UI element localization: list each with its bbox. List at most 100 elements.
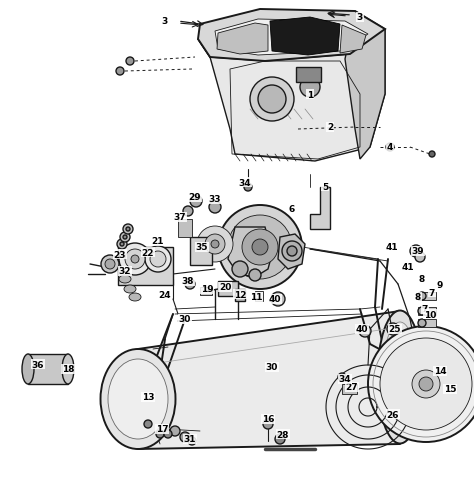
Circle shape — [271, 292, 285, 306]
Ellipse shape — [62, 354, 74, 384]
Circle shape — [183, 206, 193, 217]
Text: 11: 11 — [250, 293, 262, 302]
Text: 2: 2 — [327, 123, 333, 132]
Ellipse shape — [119, 275, 131, 284]
Text: 1: 1 — [307, 90, 313, 99]
Polygon shape — [28, 354, 68, 384]
Text: 21: 21 — [152, 237, 164, 246]
Text: 30: 30 — [179, 315, 191, 324]
Circle shape — [228, 216, 292, 280]
Polygon shape — [345, 12, 385, 160]
Text: 28: 28 — [277, 429, 289, 439]
Text: 39: 39 — [412, 247, 424, 256]
Bar — [418, 307, 436, 315]
Circle shape — [101, 256, 119, 273]
Circle shape — [170, 426, 180, 436]
Circle shape — [380, 338, 472, 430]
Text: 3: 3 — [162, 18, 168, 26]
Text: 24: 24 — [159, 290, 171, 299]
Text: 35: 35 — [196, 243, 208, 252]
Circle shape — [125, 249, 145, 269]
Text: 10: 10 — [424, 310, 436, 319]
Text: 16: 16 — [262, 415, 274, 424]
Circle shape — [205, 235, 225, 254]
Circle shape — [244, 183, 252, 192]
Circle shape — [188, 437, 196, 445]
Polygon shape — [270, 18, 340, 56]
Circle shape — [119, 244, 151, 275]
Circle shape — [190, 196, 202, 207]
Bar — [118, 247, 173, 285]
Ellipse shape — [108, 359, 168, 439]
Circle shape — [120, 232, 130, 243]
Ellipse shape — [377, 311, 422, 444]
Circle shape — [156, 430, 164, 438]
Text: 36: 36 — [32, 360, 44, 369]
Text: 32: 32 — [119, 267, 131, 276]
Circle shape — [359, 325, 371, 337]
Circle shape — [120, 243, 124, 246]
Circle shape — [197, 226, 233, 263]
Text: 8: 8 — [419, 275, 425, 284]
Text: 38: 38 — [182, 277, 194, 286]
Circle shape — [287, 246, 297, 257]
Circle shape — [218, 205, 302, 289]
Circle shape — [249, 269, 261, 282]
Text: 17: 17 — [155, 425, 168, 434]
Bar — [418, 319, 436, 327]
Circle shape — [387, 324, 399, 335]
Circle shape — [123, 236, 127, 240]
Polygon shape — [198, 30, 385, 162]
Circle shape — [117, 240, 127, 249]
Text: 19: 19 — [201, 285, 213, 294]
Text: 18: 18 — [62, 365, 74, 374]
Circle shape — [418, 319, 426, 327]
Circle shape — [368, 326, 474, 442]
Text: 4: 4 — [387, 143, 393, 152]
Text: 37: 37 — [173, 213, 186, 222]
Circle shape — [164, 430, 172, 438]
Bar — [296, 68, 321, 83]
Text: 26: 26 — [387, 409, 399, 419]
Circle shape — [242, 229, 278, 265]
Ellipse shape — [22, 354, 34, 384]
Text: 3: 3 — [357, 14, 363, 22]
Circle shape — [429, 152, 435, 158]
Text: 33: 33 — [209, 195, 221, 204]
Text: 40: 40 — [356, 325, 368, 334]
Text: 41: 41 — [401, 263, 414, 272]
Circle shape — [250, 78, 294, 122]
Text: 41: 41 — [386, 243, 398, 252]
Polygon shape — [278, 235, 305, 269]
Bar — [200, 287, 212, 295]
Circle shape — [415, 252, 425, 263]
Polygon shape — [310, 187, 330, 229]
Text: 23: 23 — [114, 250, 126, 259]
Bar — [190, 238, 212, 265]
Circle shape — [410, 245, 422, 258]
Circle shape — [282, 242, 302, 262]
Circle shape — [232, 262, 248, 278]
Text: 8: 8 — [415, 293, 421, 302]
Text: 6: 6 — [289, 205, 295, 214]
Circle shape — [263, 419, 273, 429]
Text: 9: 9 — [437, 280, 443, 289]
Circle shape — [105, 260, 115, 269]
Circle shape — [338, 373, 346, 381]
Text: 30: 30 — [266, 363, 278, 372]
Circle shape — [144, 420, 152, 428]
Text: 12: 12 — [234, 290, 246, 299]
Text: 34: 34 — [239, 178, 251, 187]
Text: 15: 15 — [444, 385, 456, 394]
Polygon shape — [217, 24, 268, 55]
Circle shape — [150, 251, 166, 267]
Text: 13: 13 — [142, 393, 154, 402]
Bar — [218, 282, 238, 296]
Circle shape — [418, 307, 426, 315]
Text: 31: 31 — [184, 435, 196, 444]
Text: 27: 27 — [346, 383, 358, 392]
Circle shape — [252, 240, 268, 256]
Text: 25: 25 — [389, 325, 401, 334]
Text: 7: 7 — [422, 305, 428, 314]
Text: 20: 20 — [219, 283, 231, 292]
